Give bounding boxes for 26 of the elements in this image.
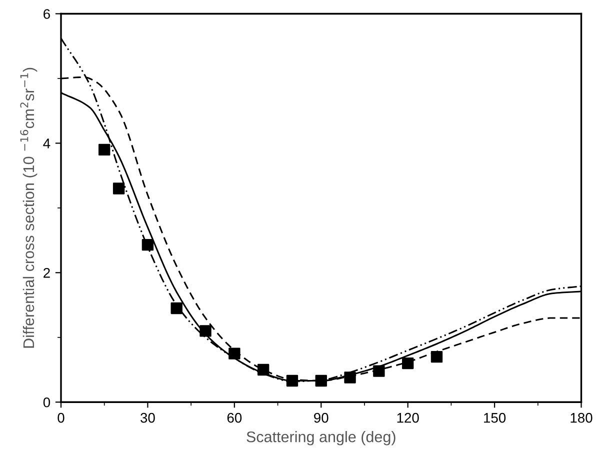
point xyxy=(98,144,110,156)
point xyxy=(200,325,212,337)
point xyxy=(402,357,414,370)
x-tick-label: 90 xyxy=(314,412,328,423)
point xyxy=(373,365,385,377)
point xyxy=(228,348,240,360)
point xyxy=(170,302,182,314)
x-tick-label: 0 xyxy=(58,412,64,423)
x-axis-title: Scattering angle (deg) xyxy=(246,431,396,446)
point xyxy=(142,238,154,251)
x-tick-label: 180 xyxy=(570,412,592,423)
y-tick-label: 4 xyxy=(43,138,50,148)
y-tick-label: 6 xyxy=(44,9,50,19)
x-tick-label: 30 xyxy=(140,412,155,423)
point xyxy=(430,350,443,363)
x-tick-label: 150 xyxy=(484,412,506,423)
point xyxy=(315,374,327,387)
point xyxy=(286,374,298,387)
x-tick-label: 120 xyxy=(397,412,419,423)
x-tick-label: 60 xyxy=(227,412,242,423)
point xyxy=(257,364,270,376)
point xyxy=(112,182,125,194)
y-tick-label: 0 xyxy=(43,397,50,408)
y-axis-title: Differential cross section (10 $^{−16}$cm$^{2}$sr$^{−1}$) xyxy=(20,68,38,348)
y-tick-label: 2 xyxy=(44,268,50,278)
point xyxy=(344,372,356,384)
